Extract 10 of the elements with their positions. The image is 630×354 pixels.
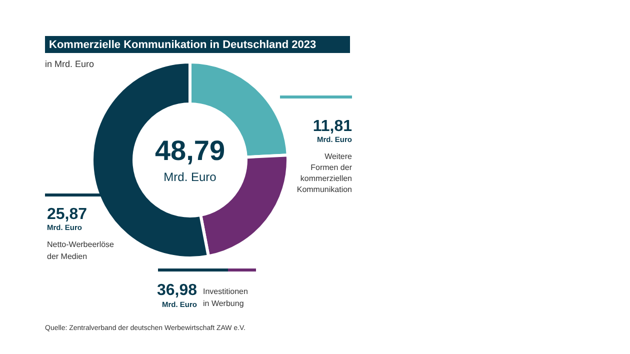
- text: 48,79: [154, 135, 226, 166]
- text: 36,98: [156, 282, 198, 299]
- chart-title: Kommerzielle Kommunikation in Deutschland 2023: [49, 39, 316, 51]
- slice-label: Weitere Formen der kommerziellen Kommunikation: [296, 152, 353, 194]
- data-label: 11,81: [312, 118, 352, 135]
- text: Mrd. Euro: [164, 170, 217, 184]
- data-label: 25,87: [47, 206, 88, 223]
- text: Investitionen in Werbung: [203, 287, 248, 308]
- chart-subtitle: in Mrd. Euro: [45, 59, 94, 69]
- slice-label: Netto-Werbeerlöse der Medien: [47, 240, 115, 261]
